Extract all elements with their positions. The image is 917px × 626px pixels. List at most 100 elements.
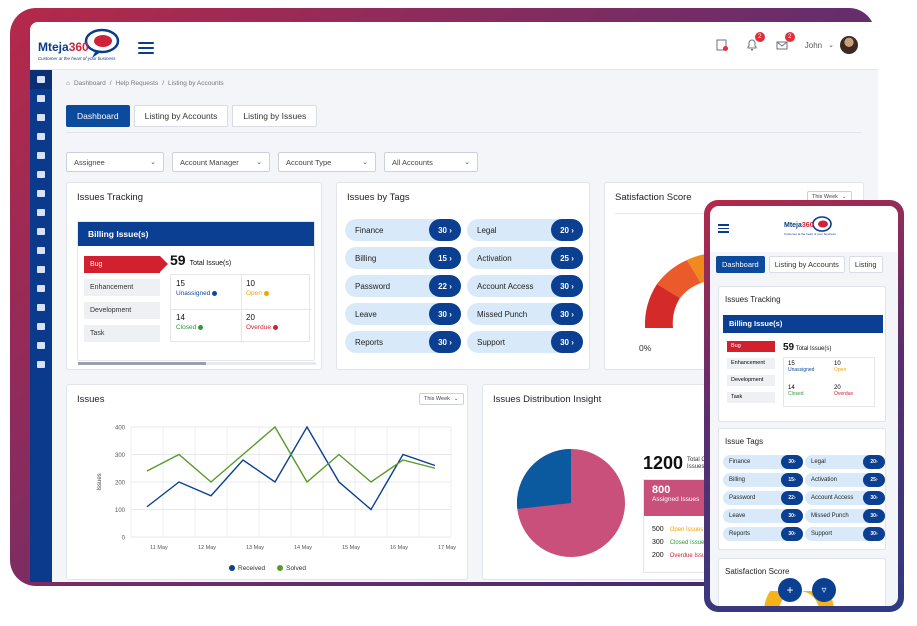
mobile-tag-pill[interactable]: Missed Punch 30 › bbox=[805, 509, 885, 523]
sidebar-item-schedule[interactable] bbox=[30, 184, 52, 203]
tag-pill[interactable]: Account Access 30 › bbox=[467, 275, 583, 297]
category-enhancement[interactable]: Enhancement bbox=[84, 279, 160, 296]
sidebar-nav bbox=[30, 70, 52, 582]
tab-dashboard[interactable]: Dashboard bbox=[66, 105, 130, 127]
x-tick-label: 14 May bbox=[294, 545, 312, 551]
logo-tagline: Customer at the heart of your business bbox=[38, 56, 116, 61]
distribution-pie-chart bbox=[516, 449, 625, 557]
sidebar-item-documents[interactable] bbox=[30, 298, 52, 317]
mobile-logo[interactable]: Mteja360 Customer at the heart of your b… bbox=[784, 214, 836, 242]
report-icon bbox=[37, 361, 45, 368]
mobile-tag-pill[interactable]: Account Access 30 › bbox=[805, 491, 885, 505]
brand-logo[interactable]: Mteja360 Customer at the heart of your b… bbox=[36, 28, 132, 66]
mobile-tab-listing[interactable]: Listing bbox=[848, 256, 883, 273]
horizontal-scrollbar[interactable] bbox=[78, 362, 316, 365]
user-name: John bbox=[804, 40, 823, 50]
category-task[interactable]: Task bbox=[84, 325, 160, 342]
home-icon[interactable]: ⌂ bbox=[66, 80, 70, 87]
tag-pill[interactable]: Finance 30 › bbox=[345, 219, 461, 241]
bell-icon[interactable]: 2 bbox=[745, 32, 765, 52]
mobile-tag-pill[interactable]: Legal 20 › bbox=[805, 455, 885, 469]
tag-pill[interactable]: Activation 25 › bbox=[467, 247, 583, 269]
sidebar-item-team[interactable] bbox=[30, 165, 52, 184]
tag-pill[interactable]: Password 22 › bbox=[345, 275, 461, 297]
breadcrumb-item[interactable]: Help Requests bbox=[115, 80, 159, 87]
chart-period-select[interactable]: This Week ⌄ bbox=[419, 393, 464, 405]
report-icon[interactable] bbox=[715, 38, 729, 52]
sidebar-item-dashboard[interactable] bbox=[30, 70, 52, 89]
issues-chart-card: Issues This Week ⌄ 0 100 200 300 400 11 May 12 … bbox=[66, 384, 468, 580]
mobile-category-enhancement[interactable]: Enhancement bbox=[727, 358, 775, 369]
sidebar-item-mail[interactable] bbox=[30, 260, 52, 279]
mobile-menu-icon[interactable] bbox=[718, 224, 729, 233]
mobile-tag-pill[interactable]: Password 22 › bbox=[723, 491, 803, 505]
user-menu[interactable]: John ⌄ bbox=[805, 36, 858, 54]
tab-listing-by-accounts[interactable]: Listing by Accounts bbox=[133, 105, 229, 127]
tag-count: 30 › bbox=[781, 509, 803, 523]
mobile-tabs: Dashboard Listing by Accounts Listing bbox=[716, 256, 883, 273]
mobile-tag-pill[interactable]: Support 30 › bbox=[805, 527, 885, 541]
team-icon bbox=[37, 171, 45, 178]
sidebar-item-list[interactable] bbox=[30, 89, 52, 108]
sidebar-item-reports[interactable] bbox=[30, 355, 52, 374]
tag-count: 22 › bbox=[429, 275, 461, 297]
tag-label: Support bbox=[811, 531, 833, 537]
sidebar-item-settings[interactable] bbox=[30, 317, 52, 336]
mobile-issue-tags-card: Issue Tags Finance 30 › Legal 20 › Billing 15 › A… bbox=[718, 428, 886, 550]
logo-bubble-icon bbox=[84, 28, 120, 58]
stat-unassigned: 15 Unassigned bbox=[171, 275, 241, 309]
tag-pill[interactable]: Billing 15 › bbox=[345, 247, 461, 269]
mobile-tag-pill[interactable]: Finance 30 › bbox=[723, 455, 803, 469]
tab-listing-by-issues[interactable]: Listing by Issues bbox=[232, 105, 318, 127]
tag-count: 30 › bbox=[863, 509, 885, 523]
mobile-tab-dashboard[interactable]: Dashboard bbox=[716, 256, 765, 273]
billing-icon bbox=[37, 342, 45, 349]
mobile-tab-listing-by-accounts[interactable]: Listing by Accounts bbox=[768, 256, 845, 273]
card-title: Issues Tracking bbox=[725, 295, 781, 304]
sidebar-item-notes[interactable] bbox=[30, 279, 52, 298]
sidebar-item-user-settings[interactable] bbox=[30, 146, 52, 165]
tag-pill[interactable]: Support 30 › bbox=[467, 331, 583, 353]
tag-pill[interactable]: Missed Punch 30 › bbox=[467, 303, 583, 325]
sidebar-item-user[interactable] bbox=[30, 127, 52, 146]
all-accounts-select[interactable]: All Accounts ⌄ bbox=[384, 152, 478, 172]
tag-label: Billing bbox=[729, 477, 746, 483]
account-manager-select[interactable]: Account Manager ⌄ bbox=[172, 152, 270, 172]
x-tick-label: 12 May bbox=[198, 545, 216, 551]
account-type-select[interactable]: Account Type ⌄ bbox=[278, 152, 376, 172]
tag-pill[interactable]: Legal 20 › bbox=[467, 219, 583, 241]
mobile-category-task[interactable]: Task bbox=[727, 392, 775, 403]
category-development[interactable]: Development bbox=[84, 302, 160, 319]
assignee-select[interactable]: Assignee ⌄ bbox=[66, 152, 164, 172]
legend-received[interactable]: Received bbox=[229, 565, 265, 572]
issues-tracking-card: Issues Tracking Billing Issue(s) Bug Enh… bbox=[66, 182, 322, 370]
mobile-tag-pill[interactable]: Activation 25 › bbox=[805, 473, 885, 487]
sidebar-item-calendar[interactable] bbox=[30, 108, 52, 127]
mobile-tag-pill[interactable]: Leave 30 › bbox=[723, 509, 803, 523]
note-icon bbox=[37, 285, 45, 292]
sidebar-item-billing[interactable] bbox=[30, 336, 52, 355]
x-tick-label: 13 May bbox=[246, 545, 264, 551]
avatar[interactable] bbox=[840, 36, 858, 54]
mobile-category-bug[interactable]: Bug bbox=[727, 341, 775, 352]
tag-label: Activation bbox=[811, 477, 838, 483]
gear-icon bbox=[37, 323, 45, 330]
card-title: Issues Distribution Insight bbox=[493, 394, 602, 405]
sidebar-item-clipboard[interactable] bbox=[30, 241, 52, 260]
sidebar-item-groups[interactable] bbox=[30, 203, 52, 222]
breadcrumb-item[interactable]: Dashboard bbox=[73, 80, 106, 87]
tag-pill[interactable]: Reports 30 › bbox=[345, 331, 461, 353]
sidebar-item-cards[interactable] bbox=[30, 222, 52, 241]
tag-pill[interactable]: Leave 30 › bbox=[345, 303, 461, 325]
mobile-tag-pill[interactable]: Billing 15 › bbox=[723, 473, 803, 487]
filter-button[interactable]: ▿ bbox=[812, 578, 836, 602]
category-bug[interactable]: Bug bbox=[84, 256, 168, 273]
tag-label: Leave bbox=[729, 513, 746, 519]
mail-icon[interactable]: 2 bbox=[775, 32, 795, 52]
mobile-category-development[interactable]: Development bbox=[727, 375, 775, 386]
mobile-total-issues: 59 Total Issue(s) bbox=[783, 342, 832, 353]
menu-toggle-icon[interactable] bbox=[138, 42, 154, 54]
add-button[interactable]: + bbox=[778, 578, 802, 602]
legend-solved[interactable]: Solved bbox=[277, 565, 306, 572]
mobile-tag-pill[interactable]: Reports 30 › bbox=[723, 527, 803, 541]
